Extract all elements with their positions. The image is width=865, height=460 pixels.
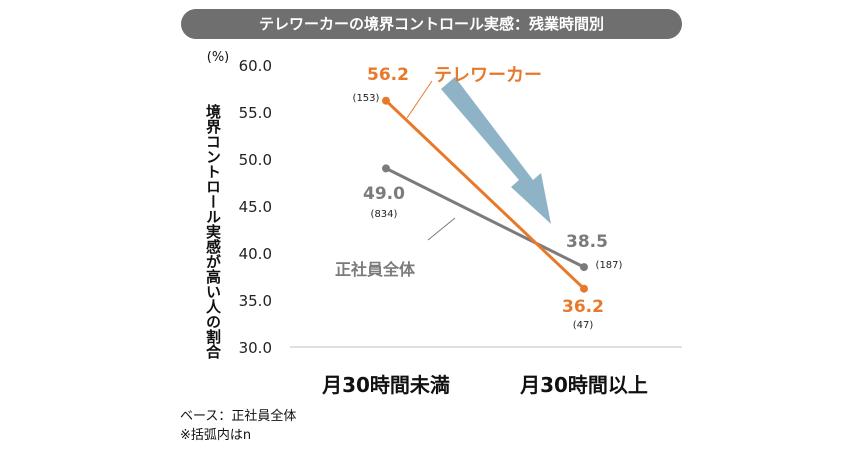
chart-title: テレワーカーの境界コントロール実感：残業時間別 xyxy=(181,9,682,39)
note-n: ※括弧内はn xyxy=(180,428,252,443)
data-label: 56.2 xyxy=(367,65,409,85)
trend-arrow xyxy=(441,77,551,224)
legend-label: 正社員全体 xyxy=(335,260,416,279)
n-label: (834) xyxy=(371,209,398,220)
series-line xyxy=(384,99,586,290)
y-tick-label: 60.0 xyxy=(239,57,272,75)
note-base: ベース：正社員全体 xyxy=(180,409,297,424)
y-tick-label: 35.0 xyxy=(239,292,272,310)
y-tick-label: 55.0 xyxy=(239,104,272,122)
data-point xyxy=(580,284,588,293)
n-label: (153) xyxy=(353,93,380,104)
unit-label: (%) xyxy=(207,50,230,65)
y-tick-label: 30.0 xyxy=(239,339,272,357)
y-tick-label: 50.0 xyxy=(239,151,272,169)
n-label: (47) xyxy=(573,320,594,331)
y-axis-label: 境界コントロール実感が高い人の割合 xyxy=(204,104,222,359)
data-point xyxy=(382,164,390,173)
data-label: 36.2 xyxy=(562,297,604,317)
n-label: (187) xyxy=(596,260,623,271)
data-point xyxy=(382,96,390,105)
data-label: 38.5 xyxy=(566,232,608,252)
x-category-label: 月30時間未満 xyxy=(321,373,450,397)
data-label: 49.0 xyxy=(363,184,405,204)
leader-line xyxy=(427,217,456,241)
data-point xyxy=(580,263,588,272)
legend-label: テレワーカー xyxy=(434,65,542,86)
leader-line xyxy=(406,80,433,119)
x-category-label: 月30時間以上 xyxy=(519,373,648,397)
series-line xyxy=(385,167,585,269)
y-tick-label: 45.0 xyxy=(239,198,272,216)
y-tick-label: 40.0 xyxy=(239,245,272,263)
